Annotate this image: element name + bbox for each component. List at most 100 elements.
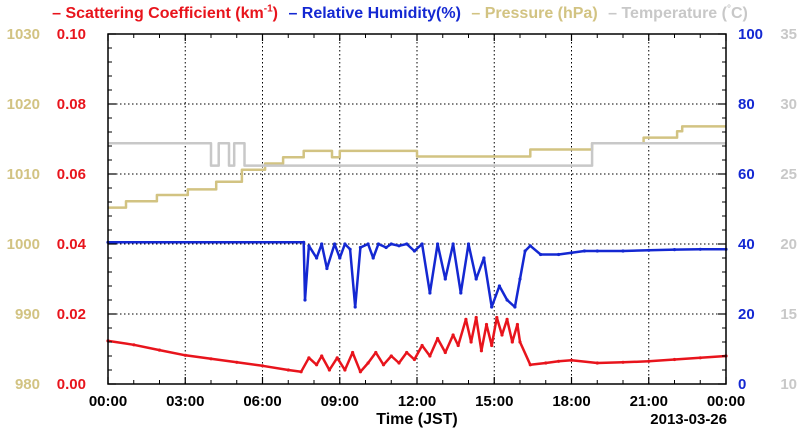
scattering-data-point: [451, 333, 455, 337]
date-label: 2013-03-26: [650, 411, 727, 428]
series-line-scattering: [107, 316, 727, 374]
legend-temperature-name: Temperature (: [621, 5, 727, 23]
scattering-data-point: [235, 360, 239, 364]
chart-legend: – Scattering Coefficient (km-1) – Relati…: [0, 4, 800, 23]
scattering-data-point: [157, 348, 162, 352]
scattering-data-point: [464, 317, 468, 321]
temperature-tick-label: 30: [780, 96, 797, 113]
scattering-data-point: [443, 350, 447, 355]
scattering-data-point: [557, 359, 561, 363]
scattering-data-point: [286, 368, 290, 372]
humidity-data-point: [343, 242, 347, 246]
scattering-data-point: [335, 356, 339, 360]
scattering-tick-label: 0.02: [57, 306, 86, 323]
legend-entry-scattering: – Scattering Coefficient (km-1): [52, 4, 278, 23]
x-tick-label: 09:00: [321, 393, 359, 410]
scattering-data-point: [412, 357, 416, 362]
scattering-tick-label: 0.06: [57, 166, 86, 183]
legend-scattering-sup: -1: [263, 4, 273, 15]
scattering-data-point: [500, 333, 504, 337]
humidity-data-point: [621, 249, 625, 253]
scattering-data-point: [528, 363, 532, 367]
humidity-tick-label: 60: [738, 166, 755, 183]
humidity-data-point: [348, 247, 352, 251]
humidity-data-point: [698, 247, 702, 251]
legend-scattering-name: Scattering Coefficient (km: [65, 5, 264, 23]
scattering-data-point: [209, 357, 213, 361]
scattering-data-point: [456, 343, 460, 348]
x-axis-title: Time (JST): [376, 411, 458, 428]
humidity-tick-label: 20: [738, 306, 755, 323]
humidity-data-point: [371, 256, 375, 260]
scattering-data-point: [374, 350, 378, 355]
scattering-data-point: [381, 363, 386, 367]
temperature-tick-label: 25: [780, 166, 797, 183]
humidity-data-point: [474, 277, 478, 281]
legend-temperature-tail: C): [730, 5, 748, 23]
humidity-data-point: [384, 245, 388, 250]
humidity-data-point: [513, 305, 517, 309]
humidity-data-point: [518, 277, 522, 281]
scattering-tick-label: 0.00: [57, 376, 86, 393]
pressure-tick-label: 990: [15, 306, 40, 323]
scattering-tick-label: 0.08: [57, 96, 86, 113]
humidity-data-point: [358, 245, 362, 250]
legend-pressure-name: Pressure (hPa): [484, 5, 598, 23]
legend-entry-humidity: – Relative Humidity(%): [288, 5, 461, 23]
scattering-data-point: [647, 359, 651, 363]
scattering-data-point: [672, 357, 677, 362]
x-tick-label: 18:00: [552, 393, 590, 410]
humidity-tick-label: 100: [738, 26, 763, 43]
scattering-data-point: [495, 315, 499, 320]
scattering-data-point: [544, 361, 548, 365]
humidity-tick-label: 40: [738, 236, 755, 253]
scattering-data-point: [315, 363, 319, 367]
temperature-tick-label: 15: [780, 306, 797, 323]
x-tick-label: 00:00: [89, 393, 127, 410]
scattering-tick-label: 0.10: [57, 26, 86, 43]
humidity-data-point: [436, 242, 440, 246]
scattering-data-point: [505, 317, 509, 321]
humidity-data-point: [482, 256, 486, 260]
scattering-data-point: [510, 340, 514, 344]
scattering-data-point: [183, 353, 187, 357]
humidity-data-point: [420, 242, 424, 246]
series-line-temperature: [108, 141, 726, 167]
scattering-data-point: [132, 343, 136, 347]
humidity-data-point: [466, 242, 471, 246]
scattering-data-point: [469, 340, 473, 344]
pressure-tick-label: 1000: [7, 236, 40, 253]
scattering-data-point: [518, 340, 522, 344]
humidity-data-point: [366, 242, 370, 246]
humidity-data-point: [397, 244, 401, 248]
humidity-data-point: [505, 298, 509, 302]
humidity-data-point: [582, 249, 587, 253]
humidity-data-point: [325, 266, 329, 271]
legend-humidity-name: Relative Humidity(%): [301, 5, 461, 23]
axes-layer: 00:00 03:00 06:00 09:00 12:00 15:00 18:00 21:00…: [7, 26, 797, 410]
scattering-data-point: [420, 343, 424, 348]
scattering-data-point: [515, 322, 520, 327]
scattering-data-point: [327, 368, 331, 372]
scattering-data-point: [490, 343, 494, 348]
pressure-tick-label: 980: [15, 376, 40, 393]
humidity-tick-label: 0: [738, 376, 746, 393]
humidity-data-point: [523, 249, 527, 253]
humidity-data-point: [303, 298, 307, 302]
scattering-data-point: [397, 361, 401, 365]
x-tick-label: 03:00: [166, 393, 204, 410]
scattering-data-point: [479, 349, 483, 353]
scattering-data-point: [389, 354, 393, 358]
humidity-data-point: [302, 240, 306, 244]
humidity-data-point: [557, 252, 561, 257]
scattering-data-point: [484, 322, 489, 327]
temperature-tick-label: 20: [780, 236, 797, 253]
temperature-tick-label: 10: [780, 376, 797, 393]
humidity-data-point: [595, 249, 599, 253]
humidity-data-point: [647, 248, 651, 252]
humidity-tick-label: 80: [738, 96, 755, 113]
humidity-data-point: [333, 242, 337, 246]
humidity-data-point: [497, 284, 501, 288]
legend-scattering-tail: ): [272, 5, 278, 23]
